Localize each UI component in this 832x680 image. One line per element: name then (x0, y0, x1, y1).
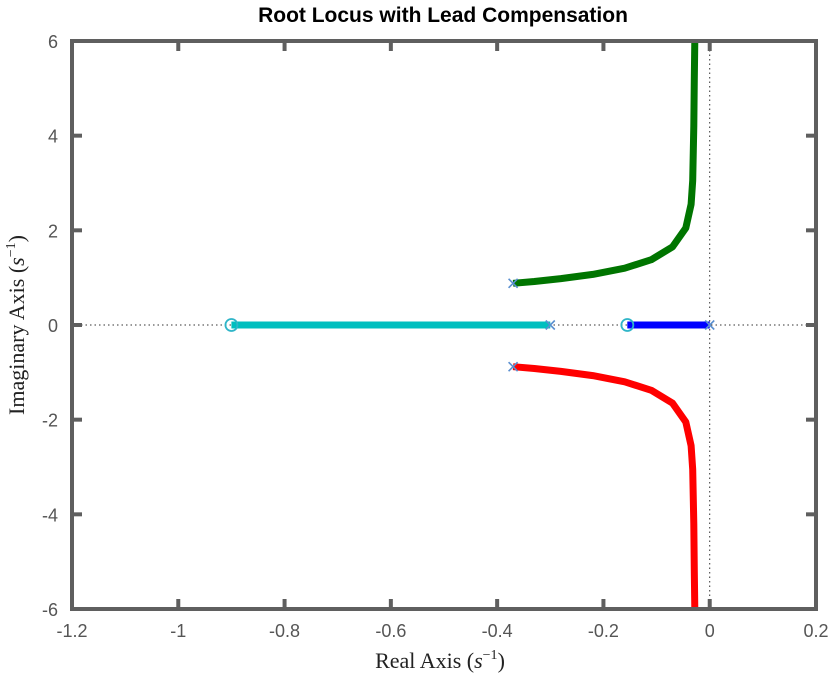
x-tick-label: -0.8 (269, 621, 300, 641)
y-tick-label: 4 (48, 127, 58, 147)
zero-marker-2 (620, 318, 635, 332)
x-tick-label: -0.4 (482, 621, 513, 641)
y-tick-label: -4 (42, 505, 58, 525)
pole-stroke (545, 319, 556, 331)
y-tick-label: -2 (42, 411, 58, 431)
y-tick-label: 6 (48, 32, 58, 52)
pole-marker-2 (508, 361, 519, 372)
y-tick-label: 2 (48, 221, 58, 241)
pole-marker-3 (545, 319, 556, 331)
zero-marker-1 (224, 318, 239, 332)
x-tick-label: -0.2 (588, 621, 619, 641)
pole-stroke (508, 278, 519, 289)
x-tick-label: 0.2 (803, 621, 828, 641)
x-tick-label: -1.2 (56, 621, 87, 641)
locus-branch-2 (512, 363, 699, 610)
locus-branch-1 (512, 40, 699, 287)
plot-area: -1.2 -1 -0.8 -0.6 -0.4 -0.2 0 0.2 -6 -4 -2 0 2 4 6 (42, 32, 829, 641)
pole-stroke (508, 361, 519, 372)
x-axis-label: Real Axis (s−1) (375, 648, 505, 673)
x-tick-label: 0 (705, 621, 715, 641)
pole-marker-4 (704, 319, 715, 331)
y-tick-label: -6 (42, 600, 58, 620)
x-tick-label: -1 (170, 621, 186, 641)
pole-stroke (704, 319, 715, 331)
chart-title: Root Locus with Lead Compensation (258, 4, 628, 27)
x-tick-label: -0.6 (375, 621, 406, 641)
pole-marker-1 (508, 278, 519, 289)
y-axis-label: Imaginary Axis (s−1) (4, 235, 29, 415)
y-tick-label: 0 (48, 316, 58, 336)
